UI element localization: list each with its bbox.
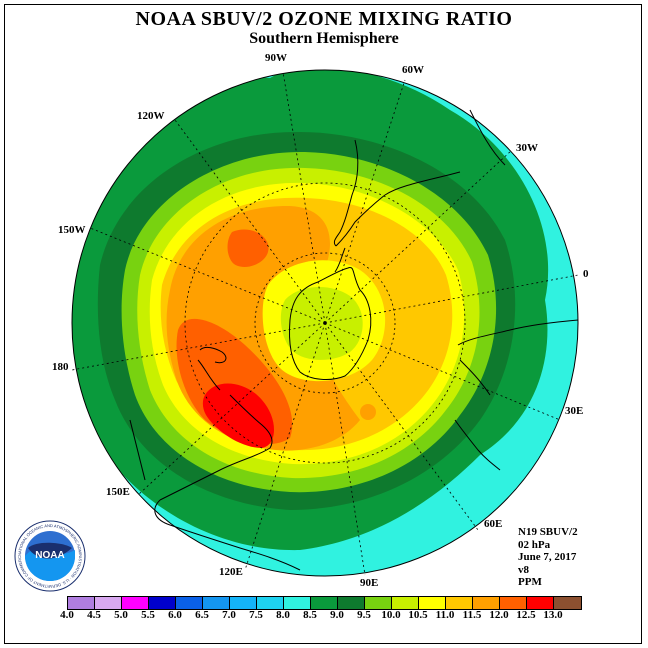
colorbar-swatch [122, 597, 149, 609]
colorbar-tick-label: 9.0 [330, 609, 344, 621]
field-polar-core [280, 286, 363, 360]
colorbar-swatch [149, 597, 176, 609]
colorbar-tick-label: 12.0 [489, 609, 509, 621]
colorbar-swatch [203, 597, 230, 609]
colorbar-tick-label: 4.0 [60, 609, 74, 621]
colorbar-tick-label: 13.0 [543, 609, 563, 621]
antarctica-coast [289, 266, 372, 380]
colorbar-tick-label: 10.0 [381, 609, 401, 621]
colorbar-tick-label: 8.5 [303, 609, 317, 621]
colorbar-swatch [230, 597, 257, 609]
plot-frame [4, 4, 642, 644]
info-version: v8 [518, 563, 529, 576]
australia-south [159, 394, 273, 501]
lat-circle-mid [184, 182, 466, 464]
noaa-logo: NOAA NATIONAL OCEANIC AND ATMOSPHERIC AD… [14, 520, 86, 592]
ozone-field [72, 70, 578, 576]
field-spot-east [360, 404, 376, 420]
colorbar-swatch [365, 597, 392, 609]
info-satellite: N19 SBUV/2 [518, 526, 578, 538]
info-units: PPM [518, 576, 542, 588]
meridian-150e [137, 322, 326, 496]
colorbar-swatch [95, 597, 122, 609]
colorbar [67, 596, 582, 610]
map-title: NOAA SBUV/2 OZONE MIXING RATIO [135, 8, 513, 30]
lon-label-180: 180 [52, 361, 69, 373]
colorbar-swatch [311, 597, 338, 609]
colorbar-tick-label: 5.0 [114, 609, 128, 621]
colorbar-tick-label: 10.5 [408, 609, 428, 621]
antarctic-peninsula [334, 247, 346, 273]
meridian-120e [244, 322, 326, 571]
colorbar-swatch [68, 597, 95, 609]
meridian-120w [174, 119, 326, 324]
colorbar-tick-label: 11.5 [462, 609, 482, 621]
madagascar [454, 419, 501, 471]
colorbar-swatch [257, 597, 284, 609]
australia-east [129, 419, 146, 481]
logo-text: NOAA [35, 550, 64, 561]
graticule [71, 71, 579, 576]
field-band-12-12.5-north [227, 229, 269, 267]
lon-label-120e: 120E [219, 566, 243, 578]
colorbar-swatch [554, 597, 581, 609]
lon-label-30w: 30W [516, 142, 538, 154]
colorbar-tick-label: 4.5 [87, 609, 101, 621]
colorbar-swatch [419, 597, 446, 609]
colorbar-swatch [176, 597, 203, 609]
colorbar-tick-label: 11.0 [435, 609, 455, 621]
south-america-east [335, 171, 461, 247]
colorbar-tick-label: 7.0 [222, 609, 236, 621]
colorbar-swatch [392, 597, 419, 609]
lon-label-0: 0 [583, 268, 589, 280]
south-america-west [333, 139, 359, 247]
africa-south [457, 319, 579, 346]
colorbar-swatch [500, 597, 527, 609]
colorbar-tick-label: 6.0 [168, 609, 182, 621]
meridian-30e [324, 322, 561, 421]
lon-label-90w: 90W [265, 52, 287, 64]
lon-label-120w: 120W [137, 110, 165, 122]
colorbar-tick-label: 6.5 [195, 609, 209, 621]
lon-label-30e: 30E [565, 405, 584, 417]
new-zealand-s [199, 346, 227, 364]
colorbar-tick-label: 7.5 [249, 609, 263, 621]
lon-label-150w: 150W [58, 224, 86, 236]
info-block: N19 SBUV/2 02 hPa June 7, 2017 v8 PPM [518, 526, 578, 589]
new-zealand-n [197, 359, 221, 391]
map-subtitle: Southern Hemisphere [249, 30, 399, 47]
colorbar-swatch [446, 597, 473, 609]
lat-circle-inner [254, 252, 396, 394]
colorbar-tick-label: 12.5 [516, 609, 536, 621]
australia-west [154, 499, 301, 571]
meridian-150w [89, 227, 326, 324]
info-date: June 7, 2017 [518, 551, 577, 563]
coastlines [129, 109, 579, 571]
colorbar-swatch [473, 597, 500, 609]
colorbar-swatch [284, 597, 311, 609]
south-america-north [469, 109, 506, 166]
colorbar-swatch [527, 597, 554, 609]
africa-tip [459, 359, 491, 396]
info-level: 02 hPa [518, 538, 551, 551]
field-band-12.5-13 [202, 383, 274, 448]
colorbar-swatch [338, 597, 365, 609]
lon-label-90e: 90E [360, 577, 379, 589]
lon-label-60e: 60E [484, 518, 503, 530]
lon-label-60w: 60W [402, 64, 424, 76]
lon-label-150e: 150E [106, 486, 130, 498]
colorbar-tick-label: 8.0 [276, 609, 290, 621]
colorbar-tick-label: 9.5 [357, 609, 371, 621]
colorbar-tick-label: 5.5 [141, 609, 155, 621]
map-boundary [71, 69, 579, 577]
